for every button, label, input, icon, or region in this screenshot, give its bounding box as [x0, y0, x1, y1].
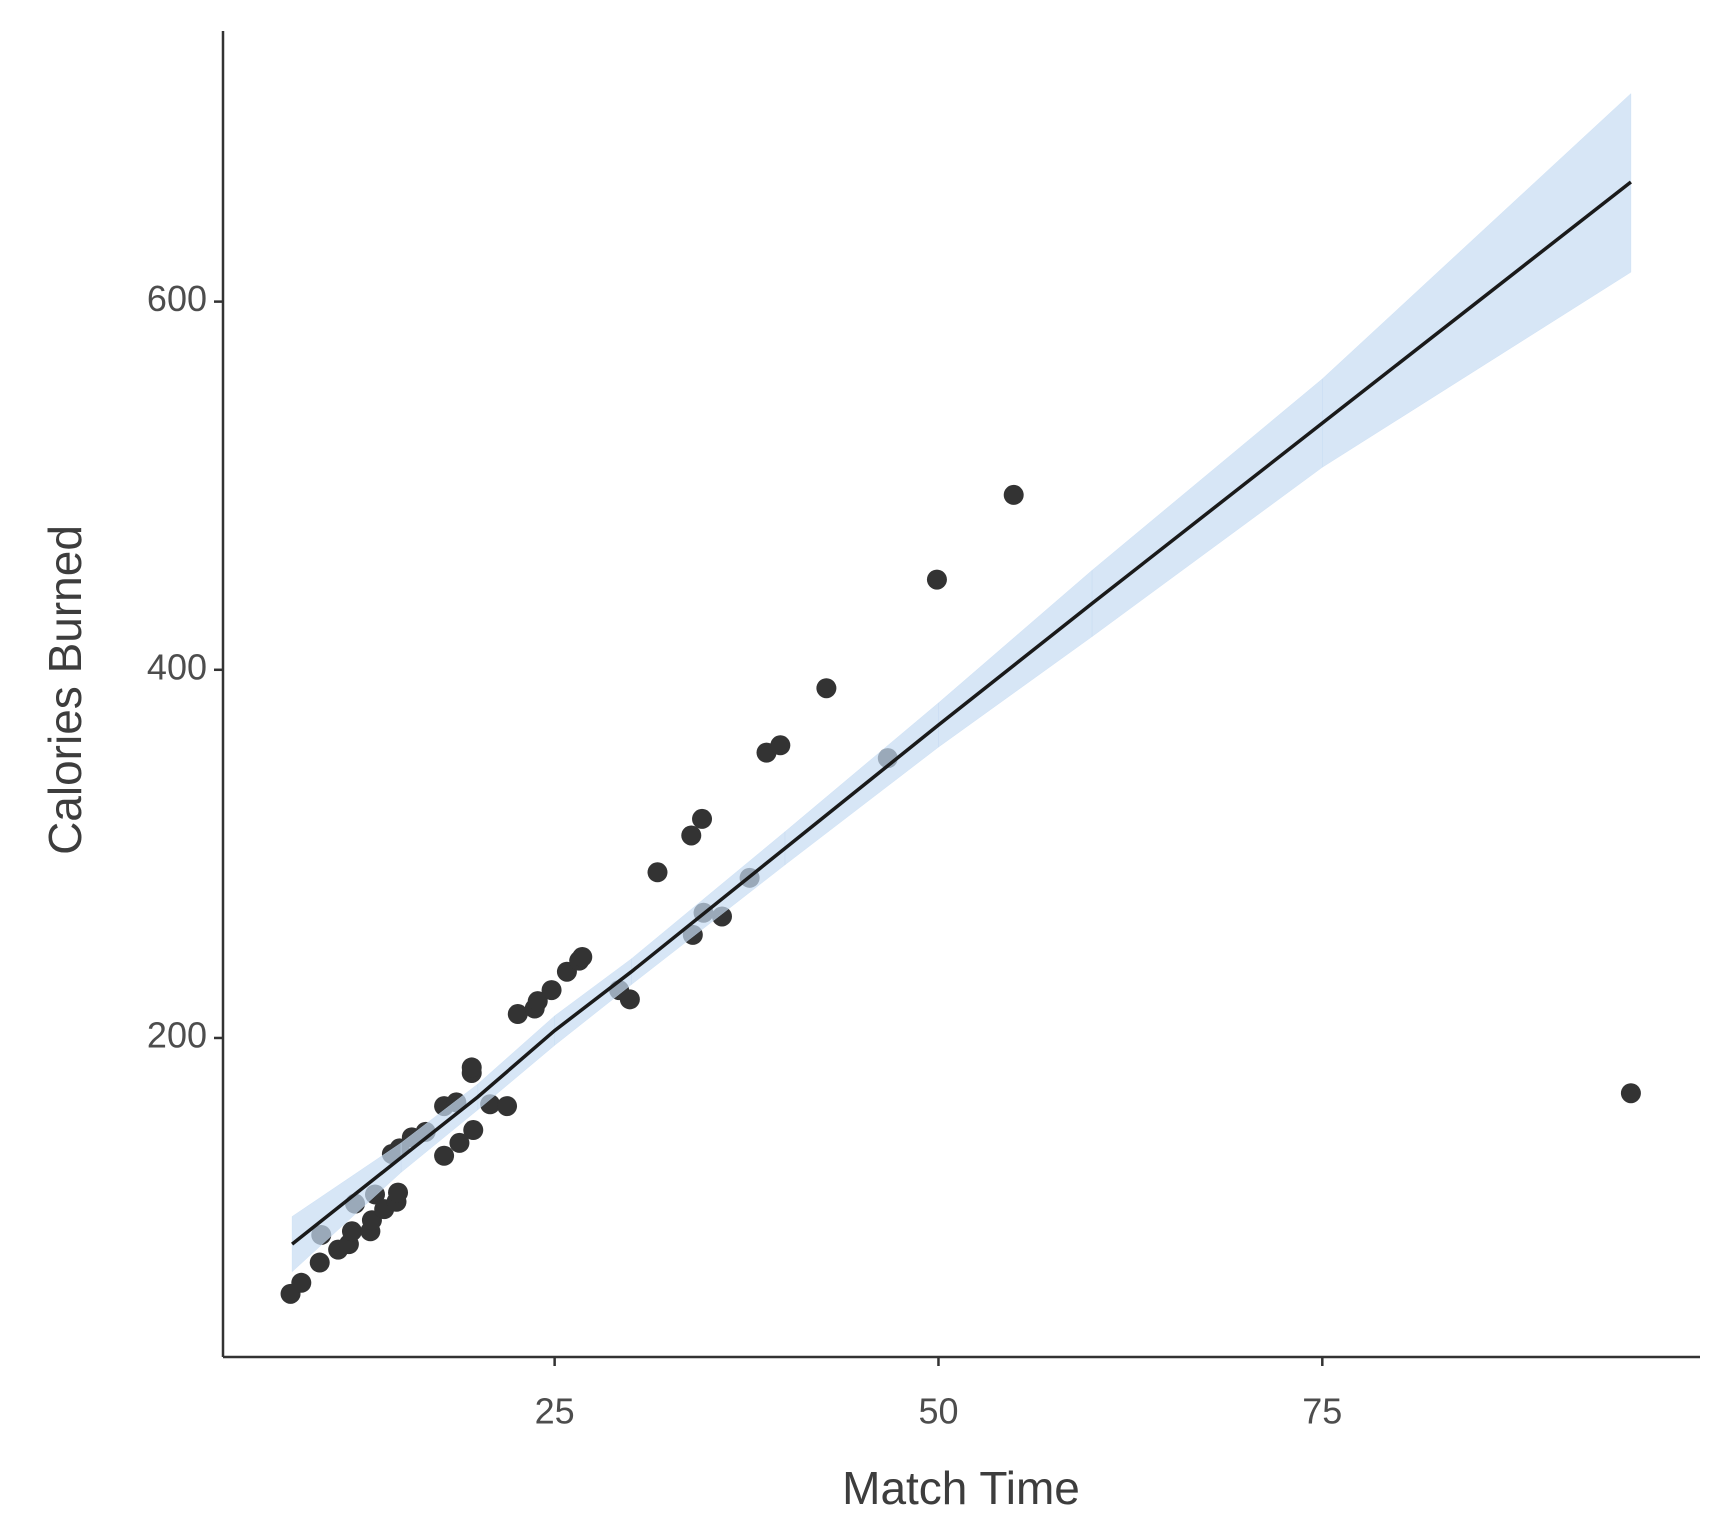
- point: [449, 1132, 470, 1153]
- point: [619, 989, 640, 1010]
- x-tick-label: 25: [535, 1391, 575, 1432]
- point: [1620, 1083, 1641, 1104]
- x-tick-label: 75: [1302, 1391, 1342, 1432]
- point: [388, 1182, 409, 1203]
- point: [572, 946, 593, 967]
- fit-line: [291, 180, 1632, 1246]
- y-tick-label: 400: [147, 646, 207, 687]
- y-tick-label: 600: [147, 278, 207, 319]
- y-tick-label: 200: [147, 1014, 207, 1055]
- point: [1003, 484, 1024, 505]
- x-tick-label: 50: [918, 1391, 958, 1432]
- point: [541, 980, 562, 1001]
- point: [507, 1004, 528, 1025]
- point: [692, 808, 713, 829]
- point: [309, 1252, 330, 1273]
- point: [461, 1057, 482, 1078]
- point: [291, 1272, 312, 1293]
- point: [434, 1145, 455, 1166]
- point: [770, 735, 791, 756]
- point: [647, 862, 668, 883]
- point: [463, 1120, 484, 1141]
- point: [926, 569, 947, 590]
- confidence-band: [938, 569, 1093, 748]
- confidence-band: [1091, 378, 1323, 638]
- confidence-band: [1322, 93, 1632, 468]
- point: [497, 1096, 518, 1117]
- point: [341, 1221, 362, 1242]
- point: [527, 991, 548, 1012]
- x-axis-title: Match Time: [842, 1462, 1080, 1514]
- plot-area: [280, 93, 1641, 1304]
- point: [816, 678, 837, 699]
- confidence-band: [784, 702, 939, 866]
- y-axis-title: Calories Burned: [39, 525, 91, 855]
- point: [681, 825, 702, 846]
